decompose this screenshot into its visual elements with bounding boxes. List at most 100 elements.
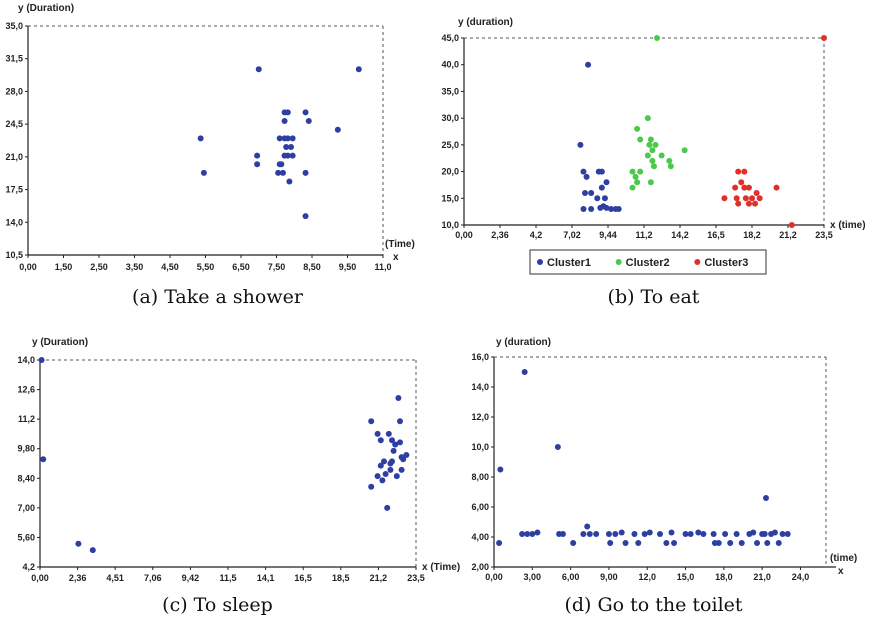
data-point [302,109,309,116]
chart-panel-b: 0,00 2,36 4,2 7,02 9,44 11,2 14,2 16,5 18,2 21,2 2… [436,0,871,315]
data-point [629,184,636,191]
x-tick-label: 4,2 [530,230,543,240]
y-axis-label: y (Duration) [18,3,74,14]
data-point [745,184,752,191]
legend-box [529,249,767,275]
data-point [646,141,653,148]
data-point [598,168,605,175]
y-tick-label: 8,00 [471,472,489,482]
data-point [554,444,561,450]
data-point [254,161,261,168]
y-tick-label: 10,0 [441,220,459,230]
data-point [275,169,282,176]
x-tick-label: 1,50 [55,262,73,272]
chart-b-svg: 0,00 2,36 4,2 7,02 9,44 11,2 14,2 16,5 18,2 21,2 2… [441,17,866,275]
data-point [582,189,589,196]
data-point [559,531,566,537]
data-point [622,540,629,546]
y-tick-label: 10,0 [471,442,489,452]
data-point [381,458,387,465]
data-point [197,135,204,142]
data-point [255,66,262,73]
caption-c: (c) To sleep [162,594,273,616]
x-tick-label: 9,42 [182,573,200,583]
data-point [603,204,610,211]
chart-a-svg: 0,00 1,50 2,50 3,50 4,50 5,50 6,50 7,50 8,50 9,50… [5,3,415,272]
y-tick-label: 4,2 [22,562,35,572]
data-point [585,61,592,68]
data-point [368,483,375,490]
x-tick-label: 3,50 [126,262,144,272]
data-point [355,66,362,73]
y-tick-label: 14,0 [17,355,35,365]
data-point [644,152,651,159]
data-point [821,35,827,41]
x-tick-label: 21,0 [753,572,771,582]
data-point [741,184,748,191]
x-axis-label: (Time) [385,239,415,250]
caption-b: (b) To eat [607,286,700,308]
data-point [652,141,659,148]
data-point [529,531,536,537]
data-point [784,531,791,537]
y-tick-label: 40,0 [441,60,459,70]
x-tick-label: 23,5 [815,230,833,240]
data-point [395,395,402,402]
data-point [284,135,291,142]
x-axis-symbol: x [393,252,399,263]
y-tick-label: 12,0 [471,412,489,422]
legend-marker [615,259,622,265]
data-point [384,504,391,511]
data-point [775,540,782,546]
y-tick-label: 21,0 [5,152,23,162]
data-point [588,205,595,212]
x-tick-label: 4,51 [106,573,124,583]
y-tick-label: 31,5 [5,54,23,64]
data-point [302,213,309,220]
data-point [629,168,636,175]
data-point [721,195,728,202]
x-axis-label: x (Time) [422,562,460,573]
x-tick-label: 7,06 [144,573,162,583]
data-point [302,169,309,176]
data-point [281,152,288,159]
data-point [788,222,795,228]
y-tick-label: 8,40 [17,473,35,483]
legend-marker [694,259,701,265]
legend-label: Cluster1 [547,257,591,269]
data-point [715,540,722,546]
data-point [580,205,587,212]
legend-label: Cluster2 [626,257,670,269]
x-tick-label: 23,5 [407,573,425,583]
data-point [393,473,400,480]
data-point [605,531,612,537]
x-tick-label: 16,5 [707,230,725,240]
x-tick-label: 9,00 [600,572,618,582]
data-point [398,466,405,473]
legend-marker [537,259,543,265]
caption-a: (a) Take a shower [132,286,303,308]
data-point [756,195,763,202]
data-point [752,200,759,207]
data-point [738,179,745,186]
x-tick-label: 11,5 [219,573,236,583]
data-point [593,531,600,537]
x-tick-label: 11,0 [374,262,391,272]
x-tick-label: 4,50 [161,262,179,272]
data-point [687,531,694,537]
y-tick-label: 15,0 [441,193,459,203]
data-point [637,136,644,143]
y-tick-label: 4,00 [471,532,489,542]
data-point [753,189,760,196]
y-tick-label: 17,5 [5,185,23,195]
x-tick-label: 18,0 [715,572,733,582]
data-point [598,184,605,191]
y-tick-label: 25,0 [441,140,459,150]
x-tick-label: 6,50 [232,262,250,272]
data-point [761,531,768,537]
data-point [200,169,207,176]
data-point [658,152,665,159]
x-tick-label: 5,50 [197,262,215,272]
data-point [524,531,531,537]
y-tick-label: 30,0 [441,113,459,123]
